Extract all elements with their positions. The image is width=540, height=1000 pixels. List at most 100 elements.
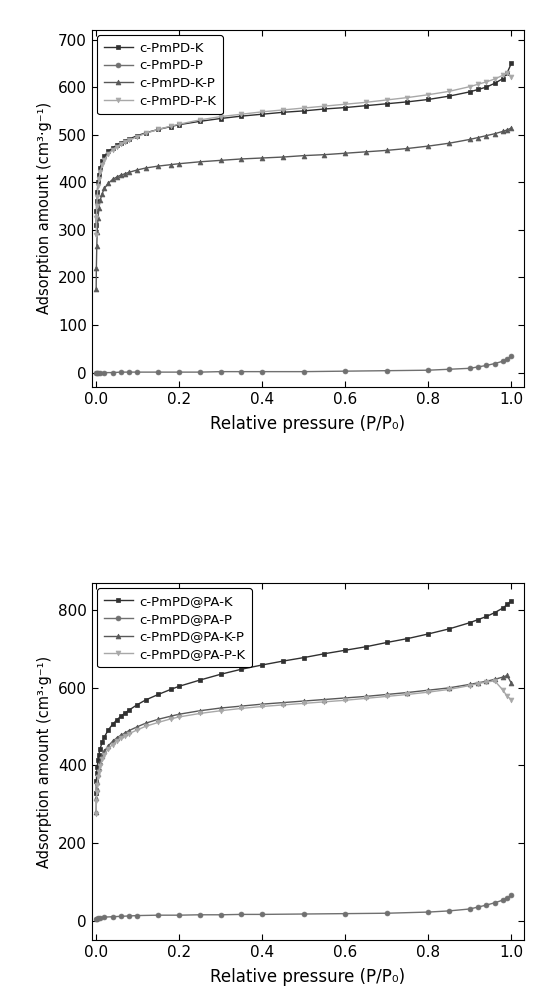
c-PmPD-P-K [238, 108, 245, 120]
c-PmPD@PA-P-K [504, 690, 510, 702]
c-PmPD@PA-K-P [467, 678, 473, 690]
c-PmPD-P-K [504, 67, 510, 79]
Line: c-PmPD@PA-P-K: c-PmPD@PA-P-K [94, 678, 514, 816]
c-PmPD@PA-P-K [363, 692, 369, 704]
c-PmPD@PA-P [259, 908, 265, 920]
c-PmPD@PA-P [109, 911, 116, 923]
c-PmPD-P-K [446, 85, 453, 97]
c-PmPD@PA-K [483, 610, 490, 622]
Legend: c-PmPD@PA-K, c-PmPD@PA-P, c-PmPD@PA-K-P, c-PmPD@PA-P-K: c-PmPD@PA-K, c-PmPD@PA-P, c-PmPD@PA-K-P,… [97, 588, 252, 667]
c-PmPD-K [122, 135, 129, 147]
c-PmPD@PA-K [491, 607, 498, 619]
c-PmPD@PA-K-P [259, 698, 265, 710]
c-PmPD-P-K [300, 102, 307, 114]
c-PmPD-K-P [94, 226, 100, 238]
c-PmPD-K-P [93, 240, 100, 252]
c-PmPD-P [383, 365, 390, 377]
c-PmPD@PA-K [122, 707, 129, 719]
c-PmPD-K [321, 103, 328, 115]
c-PmPD-K [500, 73, 507, 85]
c-PmPD@PA-K [93, 767, 100, 779]
c-PmPD-P-K [425, 89, 431, 101]
c-PmPD@PA-K [97, 743, 103, 755]
c-PmPD@PA-P-K [105, 743, 112, 755]
c-PmPD@PA-K [475, 614, 481, 626]
c-PmPD@PA-K [118, 710, 124, 722]
c-PmPD@PA-K [508, 595, 515, 607]
c-PmPD@PA-K [321, 648, 328, 660]
c-PmPD-K [167, 121, 174, 133]
c-PmPD-P-K [475, 78, 481, 90]
c-PmPD-K [342, 102, 348, 114]
c-PmPD@PA-K [105, 724, 112, 736]
c-PmPD-P [217, 366, 224, 378]
c-PmPD-P-K [483, 76, 490, 88]
c-PmPD-P [93, 367, 99, 379]
c-PmPD-P [425, 364, 431, 376]
c-PmPD@PA-K [363, 641, 369, 653]
c-PmPD@PA-K [134, 699, 141, 711]
c-PmPD-K [467, 86, 473, 98]
c-PmPD@PA-K-P [321, 694, 328, 706]
c-PmPD-P [467, 362, 473, 374]
c-PmPD@PA-P-K [176, 711, 183, 723]
c-PmPD-P-K [404, 92, 411, 104]
c-PmPD-K-P [93, 262, 99, 274]
c-PmPD@PA-P-K [197, 707, 203, 719]
c-PmPD-K-P [118, 169, 124, 181]
c-PmPD@PA-K [96, 749, 102, 761]
c-PmPD-K-P [300, 150, 307, 162]
c-PmPD@PA-K-P [404, 687, 411, 699]
c-PmPD-K [143, 127, 149, 139]
c-PmPD-K [446, 90, 453, 102]
c-PmPD-K [94, 186, 100, 198]
c-PmPD-P-K [93, 229, 99, 241]
c-PmPD@PA-K [109, 718, 116, 730]
c-PmPD@PA-P-K [95, 771, 102, 783]
c-PmPD@PA-P [94, 913, 100, 925]
c-PmPD-P [483, 359, 490, 371]
c-PmPD-K [425, 93, 431, 105]
c-PmPD-P [94, 367, 100, 379]
c-PmPD-K [93, 205, 99, 217]
c-PmPD@PA-P-K [93, 795, 99, 807]
c-PmPD-P-K [99, 159, 105, 171]
c-PmPD-K [491, 77, 498, 89]
c-PmPD-K [217, 113, 224, 125]
c-PmPD@PA-K-P [425, 684, 431, 696]
c-PmPD@PA-K-P [238, 700, 245, 712]
c-PmPD-P [176, 366, 183, 378]
c-PmPD@PA-K-P [99, 750, 105, 762]
c-PmPD-P-K [197, 114, 203, 126]
c-PmPD@PA-P [118, 910, 124, 922]
Y-axis label: Adsorption amount (cm³·g⁻¹): Adsorption amount (cm³·g⁻¹) [37, 102, 52, 314]
c-PmPD-K [383, 98, 390, 110]
c-PmPD@PA-K-P [93, 806, 99, 818]
c-PmPD@PA-K [383, 636, 390, 648]
c-PmPD@PA-P-K [446, 683, 453, 695]
c-PmPD-P-K [363, 96, 369, 108]
c-PmPD-P-K [101, 154, 107, 166]
c-PmPD-P [95, 367, 102, 379]
c-PmPD@PA-K [300, 652, 307, 664]
c-PmPD@PA-K-P [483, 675, 490, 687]
c-PmPD@PA-P-K [238, 702, 245, 714]
c-PmPD-K-P [122, 168, 129, 180]
c-PmPD-K-P [483, 130, 490, 142]
c-PmPD-P [109, 367, 116, 379]
c-PmPD-P-K [109, 144, 116, 156]
c-PmPD@PA-K-P [217, 702, 224, 714]
c-PmPD-K-P [176, 158, 183, 170]
Line: c-PmPD@PA-K-P: c-PmPD@PA-K-P [94, 673, 514, 814]
c-PmPD-P [500, 355, 507, 367]
c-PmPD-K-P [238, 153, 245, 165]
c-PmPD@PA-K [342, 644, 348, 656]
c-PmPD-P-K [126, 134, 132, 146]
c-PmPD@PA-P [197, 909, 203, 921]
c-PmPD-K [404, 96, 411, 108]
c-PmPD@PA-P-K [467, 680, 473, 692]
c-PmPD-K-P [259, 152, 265, 164]
c-PmPD@PA-K-P [300, 695, 307, 707]
c-PmPD@PA-P [93, 913, 99, 925]
c-PmPD@PA-P [101, 911, 107, 923]
